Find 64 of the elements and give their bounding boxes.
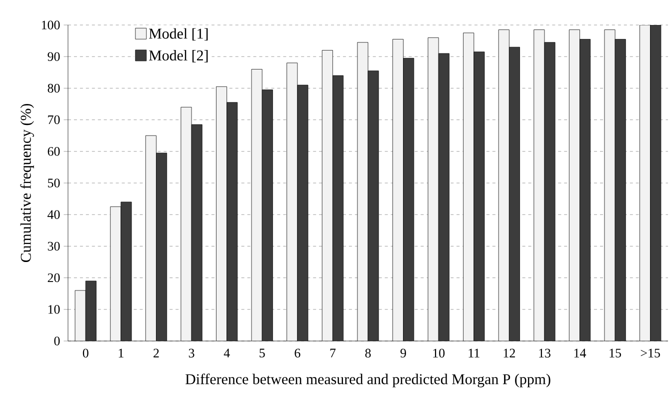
x-tick-label: 10 <box>433 348 445 358</box>
x-tick-label: 14 <box>574 348 586 358</box>
bar <box>156 152 167 341</box>
y-tick-label: 20 <box>48 273 60 282</box>
bar <box>262 90 273 341</box>
x-tick-label: 8 <box>365 348 371 358</box>
bar <box>332 76 344 341</box>
y-tick-label: 90 <box>48 52 60 61</box>
x-tick-label: 2 <box>154 348 159 358</box>
bar <box>544 42 556 341</box>
bar <box>286 62 298 341</box>
bar <box>75 290 86 341</box>
bar <box>216 86 227 341</box>
y-tick-label: 30 <box>48 242 60 251</box>
bar <box>322 50 333 341</box>
x-tick-label: 11 <box>468 348 480 358</box>
x-tick-label: 12 <box>504 348 515 358</box>
bar <box>569 30 580 341</box>
x-tick-label: 5 <box>260 348 265 358</box>
bar <box>640 24 651 341</box>
x-tick-label: 3 <box>188 348 194 358</box>
y-tick-label: 50 <box>48 178 60 188</box>
x-tick-label: 4 <box>224 348 230 358</box>
bar <box>110 206 121 341</box>
y-tick-label: 70 <box>48 115 60 124</box>
bar <box>650 24 662 341</box>
x-tick-label: 6 <box>294 348 300 358</box>
bar <box>580 39 590 341</box>
bar <box>474 52 484 341</box>
bar <box>146 136 156 341</box>
x-tick-label: 0 <box>82 348 88 358</box>
bar <box>498 30 510 341</box>
x-tick-label: >15 <box>640 348 660 358</box>
bar <box>357 42 368 341</box>
bar <box>226 102 238 341</box>
bar <box>534 30 544 341</box>
x-tick-label: 7 <box>330 348 336 358</box>
x-tick-label: 1 <box>118 348 124 358</box>
text: Model [1] <box>149 28 208 41</box>
bar <box>368 70 379 341</box>
y-tick-label: 40 <box>48 210 60 219</box>
bar <box>86 280 96 341</box>
bar <box>252 69 262 341</box>
x-tick-label: 13 <box>539 348 550 358</box>
bar <box>192 124 202 341</box>
x-tick-label: 9 <box>400 348 406 358</box>
y-tick-label: 0 <box>54 336 60 346</box>
bar <box>615 39 626 341</box>
y-tick-label: 100 <box>42 20 60 30</box>
bar <box>392 39 404 341</box>
y-tick-label: 10 <box>48 305 60 314</box>
y-tick-label: 80 <box>48 84 60 93</box>
y-axis-title: Cumulative frequency (%) <box>20 104 34 262</box>
x-tick-label: 15 <box>610 348 622 358</box>
bar <box>509 47 520 341</box>
bar <box>428 38 439 341</box>
bar <box>403 58 414 341</box>
bar <box>604 30 616 341</box>
bar <box>438 53 450 341</box>
legend-label: Model [2] <box>149 50 208 62</box>
y-tick-label: 60 <box>48 147 60 156</box>
bar <box>297 85 308 341</box>
bar <box>463 32 474 341</box>
x-axis-title: Difference between measured and predicted Morgan P (ppm) <box>186 374 550 388</box>
